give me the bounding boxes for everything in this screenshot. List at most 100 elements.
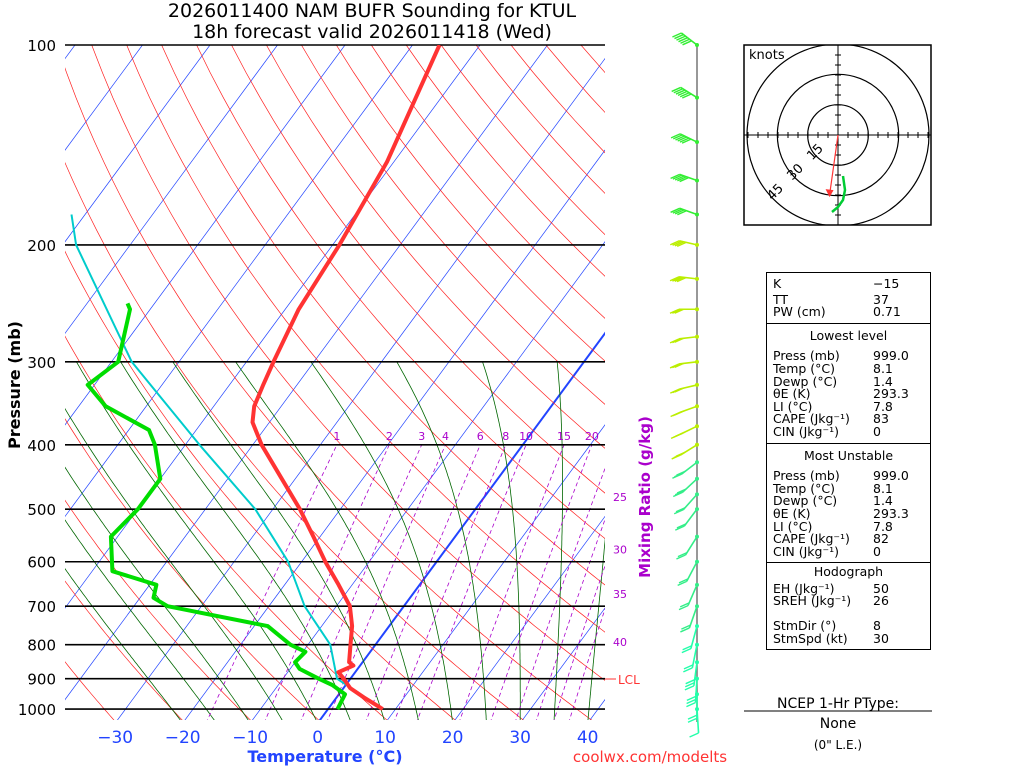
pressure-tick-label: 400 [27,437,56,455]
barb-base [695,707,699,712]
barb-shaft [679,207,698,216]
barb-flag [675,451,686,457]
barb-flag [674,276,685,282]
wind-barb [669,382,699,394]
stat-label: CIN (Jkg⁻¹) [773,423,839,439]
barb-flag [672,174,683,180]
stat-label: K [773,276,782,291]
stat-row: SREH (Jkg⁻¹) 26 [767,595,930,608]
barb-flag [682,645,692,651]
mixing-ratio-label: 30 [613,544,627,557]
pressure-tick-label: 100 [27,37,56,55]
pressure-tick-label: 800 [27,637,56,655]
wind-barb [671,86,699,100]
mixing-ratio-line [417,444,527,720]
barb-flag [670,207,680,213]
stat-label: θE (K) [773,386,811,402]
wind-barb [686,676,699,708]
stat-label: CIN (Jkg⁻¹) [773,543,839,559]
wind-barb [681,624,699,654]
mixing-ratio-label: 6 [477,430,484,443]
barb-flag [677,90,688,97]
mixing-ratio-label: 25 [613,491,627,504]
stat-value: 82 [873,531,889,547]
stat-row: StmSpd (kt) 30 [767,630,930,646]
stat-value: 83 [873,411,889,427]
temperature-tick-label: 40 [577,728,599,748]
hodograph-trace [831,175,847,213]
credit-link[interactable]: coolwx.com/modelts [573,748,727,766]
barb-flag [675,135,685,141]
mixing-ratio-label: 8 [502,430,509,443]
barb-base [695,140,699,145]
barb-base [695,624,699,629]
barb-shaft [694,678,698,703]
barb-base [695,276,699,281]
moist-adiabat-line [310,361,453,720]
ptype-title: NCEP 1-Hr PType: [777,696,899,712]
barb-shaft [678,275,698,280]
stat-value: 293.3 [873,386,909,402]
barb-flag [687,717,698,723]
stat-value: −15 [873,276,900,291]
moist-adiabat-line [587,537,605,720]
moist-adiabat-line [65,407,283,720]
barb-flag [678,37,688,43]
barb-flag [681,624,691,630]
dry-adiabat-line [266,45,605,449]
barb-flag [675,89,686,95]
wind-barb [670,424,699,440]
mixing-ratio-label: 10 [519,430,533,443]
barb-flag [674,209,685,215]
barb-flag [683,664,694,670]
stat-label: Dewp (°C) [773,373,838,389]
barb-flag [677,136,687,142]
barb-flag [670,133,681,139]
barb-base [695,582,699,587]
barb-base [695,660,699,665]
stat-row: Press (mb) 999.0 [767,470,930,483]
stat-label: StmDir (°) [773,618,837,634]
barb-flag [679,176,689,183]
barb-flag [673,134,683,140]
barb-flag [681,138,692,144]
stat-value: 0 [873,543,881,559]
mixing-ratio-line [459,444,565,720]
mixing-ratio-label: 3 [418,430,425,443]
stat-row: CIN (Jkg⁻¹) 0 [767,543,930,559]
barb-base [695,307,699,312]
stat-label: StmSpd (kt) [773,630,848,646]
stat-label: PW (cm) [773,304,826,320]
stat-label: θE (K) [773,505,811,521]
stat-row: Press (mb) 999.0 [767,350,930,363]
barb-flag [674,308,684,314]
barb-flag [675,431,685,437]
mixing-ratio-line [515,467,605,720]
barb-base [695,442,699,447]
barb-base [695,507,699,512]
isotherm-line [387,424,605,720]
barb-shaft [682,493,698,511]
barb-base [695,43,699,47]
y-axis-label: Pressure (mb) [5,321,24,449]
barb-flag [681,648,692,654]
temperature-profile-line [250,45,442,711]
stat-label: Temp (°C) [773,480,836,496]
barb-flag [682,40,692,46]
dry-adiabat-line [91,45,605,681]
mixing-ratio-line [300,444,423,720]
barb-flag [685,679,695,685]
mixing-ratio-line [569,607,605,720]
mixing-ratio-label: 15 [557,430,571,443]
stat-row: Temp (°C) 8.1 [767,480,930,496]
stat-value: 8.1 [873,480,893,496]
barb-flag [670,173,680,179]
stat-row: Temp (°C) 8.1 [767,362,930,376]
barb-shaft [685,561,698,582]
isotherm-line [65,45,211,243]
stat-label: Press (mb) [773,468,840,484]
barb-flag [672,491,683,498]
stat-label: Press (mb) [773,348,840,364]
barb-shaft [696,709,700,734]
barb-shaft [684,536,698,556]
